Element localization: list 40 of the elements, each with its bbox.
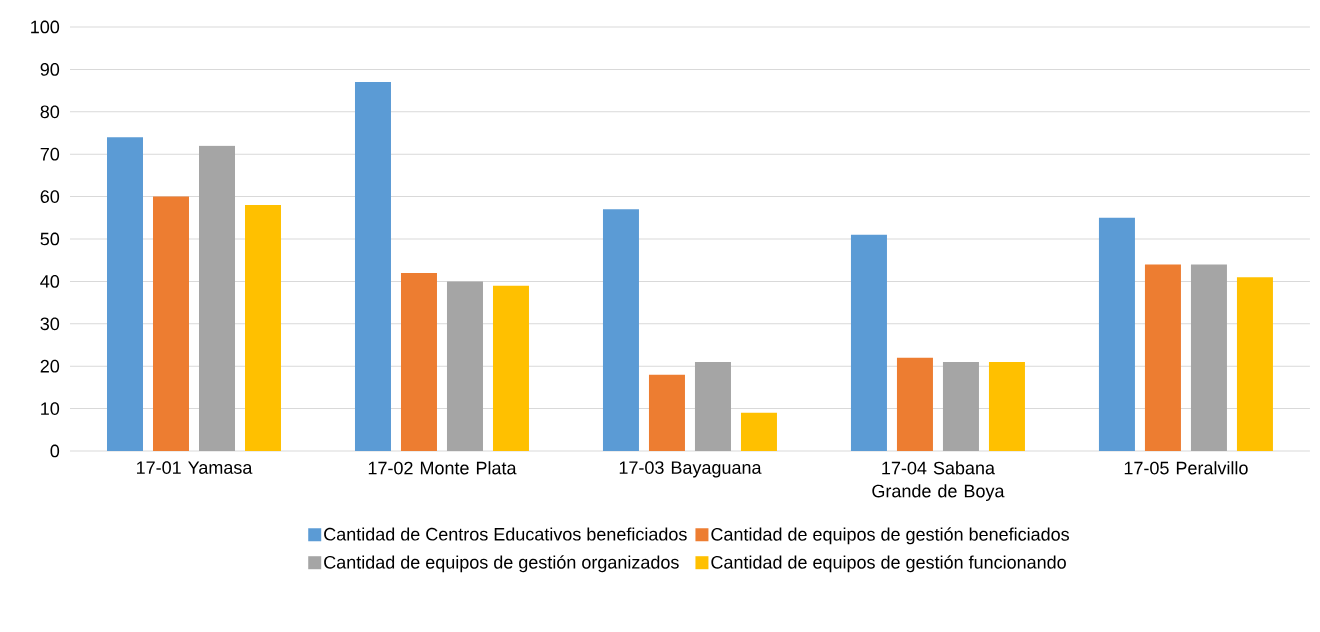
y-tick-label: 60 [40, 190, 60, 203]
bar [896, 357, 933, 451]
bar [152, 196, 189, 451]
legend-label: Cantidad de equipos de gestión funcionando [711, 555, 1066, 573]
bar [492, 285, 529, 451]
bar [446, 281, 483, 451]
y-tick-label: 80 [40, 105, 60, 119]
legend-label: Cantidad de equipos de gestión organizados [324, 555, 679, 573]
legend-label: Cantidad de equipos de gestión beneficiados [711, 527, 1069, 545]
bar [198, 145, 235, 451]
bar [1190, 264, 1227, 451]
y-tick-label: 100 [31, 20, 60, 34]
bar [942, 361, 979, 451]
y-tick-label: 10 [41, 402, 60, 415]
bar [1236, 277, 1273, 451]
bar [1144, 264, 1181, 451]
bar [694, 361, 731, 451]
y-tick-label: 40 [40, 275, 60, 288]
x-tick-label: 17-04 Sabana Grande de Boya [872, 461, 1005, 501]
bar [106, 137, 143, 451]
y-tick-label: 50 [40, 232, 60, 246]
bar [602, 209, 639, 451]
x-tick-label: 17-02 Monte Plata [368, 461, 517, 475]
bar [648, 374, 685, 451]
y-tick-label: 90 [40, 63, 60, 76]
x-tick-label: 17-03 Bayaguana [619, 461, 762, 478]
x-tick-label: 17-05 Peralvillo [1124, 461, 1248, 475]
y-tick-label: 20 [40, 359, 60, 373]
y-tick-label: 70 [40, 147, 60, 161]
bar [740, 412, 777, 451]
bar [354, 82, 391, 451]
y-tick-label: 0 [50, 444, 60, 458]
bar [400, 272, 437, 451]
bar [988, 361, 1025, 451]
bar [245, 205, 281, 451]
legend-label: Cantidad de Centros Educativos beneficiados [324, 527, 687, 541]
x-tick-label: 17-01 Yamasa [136, 461, 253, 474]
bar [1098, 217, 1135, 451]
y-tick-label: 30 [40, 317, 60, 331]
bar [850, 234, 887, 451]
